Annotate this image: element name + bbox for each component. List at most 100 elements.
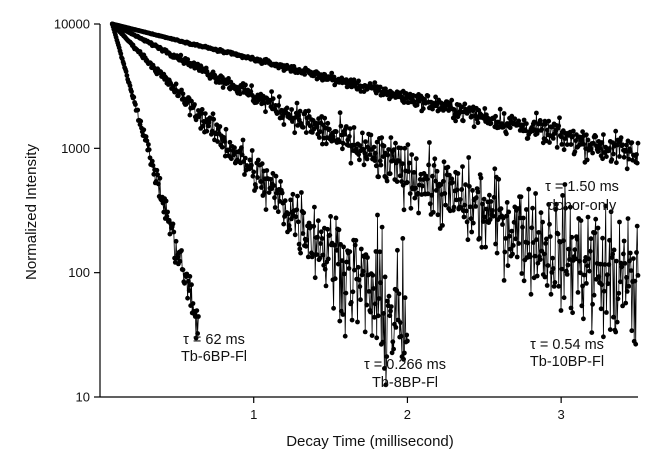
data-point — [396, 291, 402, 297]
data-point — [514, 254, 520, 260]
data-point — [604, 154, 609, 160]
data-point — [284, 105, 290, 111]
data-point — [554, 201, 559, 207]
data-point — [622, 261, 628, 266]
data-point — [494, 250, 500, 256]
data-point — [412, 195, 418, 201]
data-point — [464, 219, 470, 225]
data-point — [573, 256, 579, 262]
data-point — [376, 296, 382, 301]
data-point — [559, 142, 565, 147]
data-point — [421, 96, 427, 102]
data-point — [557, 115, 562, 121]
data-point — [306, 108, 311, 114]
data-point — [190, 301, 196, 306]
data-point — [520, 224, 525, 230]
data-point — [350, 289, 356, 295]
data-point — [249, 83, 255, 89]
data-point — [377, 158, 383, 164]
data-point — [431, 163, 437, 168]
data-point — [272, 205, 278, 210]
data-point — [194, 308, 200, 313]
data-point — [580, 283, 585, 289]
data-point — [427, 140, 432, 145]
data-point — [609, 157, 615, 163]
data-point — [503, 236, 508, 241]
data-point — [420, 106, 426, 112]
data-point — [352, 267, 357, 273]
data-point — [202, 111, 208, 116]
data-point — [227, 139, 233, 145]
data-point — [469, 229, 475, 235]
data-point — [275, 209, 281, 215]
x-axis-title: Decay Time (millisecond) — [286, 433, 454, 450]
ticks-layer: 1 2 3 10 100 1000 10000 — [54, 17, 565, 423]
data-point — [182, 280, 187, 286]
data-point — [599, 140, 605, 145]
data-point — [504, 213, 509, 219]
data-point — [373, 163, 379, 169]
data-point — [435, 212, 441, 218]
data-point — [491, 194, 497, 200]
data-point — [138, 118, 144, 124]
data-point — [302, 72, 308, 77]
data-point — [631, 256, 636, 261]
data-point — [163, 198, 169, 204]
data-point — [369, 333, 375, 338]
data-point — [266, 190, 272, 196]
annotation-tau: τ = 0.54 ms — [530, 337, 604, 353]
data-point — [250, 173, 256, 179]
data-point — [300, 124, 306, 130]
data-point — [471, 124, 477, 130]
data-point — [505, 263, 511, 268]
data-point — [331, 305, 336, 311]
data-point — [385, 152, 391, 158]
data-point — [347, 249, 353, 255]
data-point — [500, 222, 505, 227]
data-point — [512, 116, 518, 122]
data-point — [459, 104, 465, 110]
data-point — [221, 135, 227, 140]
data-point — [519, 271, 525, 276]
data-point — [404, 332, 410, 338]
data-point — [621, 251, 626, 257]
data-point — [258, 179, 263, 184]
data-point — [180, 91, 186, 97]
data-point — [353, 238, 359, 243]
data-point — [240, 137, 246, 143]
data-point — [368, 309, 373, 315]
data-point — [511, 219, 517, 225]
data-point — [534, 110, 539, 116]
data-point — [459, 187, 465, 192]
data-point — [497, 106, 503, 112]
data-point — [530, 205, 535, 211]
data-point — [488, 120, 494, 126]
data-point — [585, 137, 591, 143]
data-point — [584, 157, 590, 163]
data-point — [400, 161, 405, 167]
data-point — [388, 304, 394, 309]
data-point — [607, 237, 612, 243]
data-point — [603, 203, 609, 209]
data-point — [449, 97, 455, 103]
data-point — [584, 132, 589, 138]
data-point — [442, 191, 448, 196]
data-point — [357, 143, 363, 149]
data-point — [460, 164, 465, 170]
data-point — [614, 258, 619, 264]
data-point — [498, 206, 504, 212]
data-point — [264, 168, 270, 173]
data-point — [368, 132, 374, 138]
data-point — [317, 255, 323, 261]
data-point — [289, 107, 294, 112]
data-point — [584, 281, 589, 286]
data-point — [554, 145, 560, 150]
data-point — [596, 274, 602, 279]
annotation-tb-10bp-fl: τ = 0.54 ms Tb-10BP-Fl — [530, 337, 604, 370]
data-point — [550, 136, 556, 141]
data-point — [475, 189, 481, 195]
data-point — [502, 249, 508, 255]
data-point — [322, 266, 328, 272]
data-point — [272, 195, 277, 201]
data-point — [409, 152, 415, 158]
